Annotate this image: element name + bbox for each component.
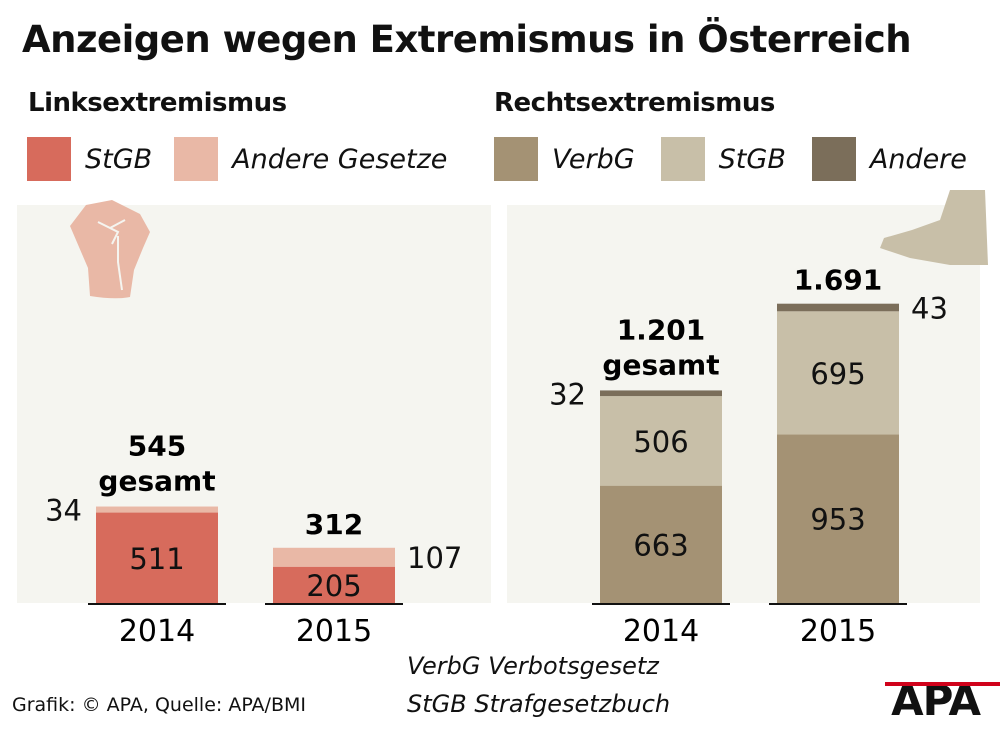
bar-verbg-2014 [600, 485, 722, 603]
total-suffix: gesamt [98, 465, 215, 498]
bar-verbg-2015 [777, 434, 899, 603]
legend-links: StGB Andere Gesetze [27, 137, 447, 181]
legend-swatch-verbg [494, 137, 538, 181]
data-label: 663 [633, 528, 688, 562]
data-label: 695 [810, 357, 865, 391]
data-label: 34 [45, 494, 82, 528]
data-label: 205 [306, 569, 361, 603]
data-label: 107 [407, 541, 462, 575]
legend-label: StGB [718, 143, 786, 175]
note-stgb: StGB Strafgesetzbuch [407, 690, 671, 718]
bar-andere-2015 [777, 303, 899, 312]
left-subtitle: Linksextremismus [28, 88, 287, 118]
data-label: 43 [911, 291, 948, 325]
x-tick-label: 2015 [800, 614, 876, 649]
right-panel [507, 205, 980, 603]
bar-stgb-2014 [96, 512, 218, 603]
legend-label: StGB [85, 143, 153, 175]
data-label: 511 [129, 542, 184, 576]
legend-swatch-stgb [27, 137, 71, 181]
apa-logo: APA [885, 676, 1000, 725]
total-suffix: gesamt [602, 348, 719, 381]
bar-andere-gesetze-2015 [273, 547, 395, 567]
bar-stgb-2015 [777, 311, 899, 435]
x-tick-label: 2014 [623, 614, 699, 649]
raised-fist-icon [70, 200, 150, 299]
data-label: 32 [549, 377, 586, 411]
right-subtitle: Rechtsextremismus [494, 88, 775, 118]
chart-title: Anzeigen wegen Extremismus in Österreich [22, 18, 912, 61]
legend-swatch-stgb [660, 137, 705, 181]
total-label: 1.691 [794, 264, 883, 297]
bar-stgb-2014 [600, 396, 722, 486]
total-label: 1.201 [617, 313, 706, 346]
legend-swatch-andere [811, 137, 856, 181]
bar-stgb-2015 [273, 566, 395, 603]
legend-label: VerbG [552, 143, 635, 175]
legend-swatch-andere-gesetze [174, 137, 219, 181]
bar-andere-2014 [600, 390, 722, 397]
legend-rechts: VerbG StGB Andere [494, 137, 967, 181]
data-label: 953 [810, 503, 865, 537]
source-footer: Grafik: © APA, Quelle: APA/BMI [12, 694, 306, 716]
total-label: 312 [305, 508, 363, 541]
data-label: 506 [633, 425, 688, 459]
note-verbg: VerbG Verbotsgesetz [407, 652, 659, 680]
bar-andere-gesetze-2014 [96, 506, 218, 513]
total-label: 545 [128, 430, 186, 463]
legend-label: Andere [869, 143, 967, 175]
legend-label: Andere Gesetze [232, 143, 448, 175]
boot-icon [880, 190, 988, 265]
x-tick-label: 2015 [296, 614, 372, 649]
x-tick-label: 2014 [119, 614, 195, 649]
